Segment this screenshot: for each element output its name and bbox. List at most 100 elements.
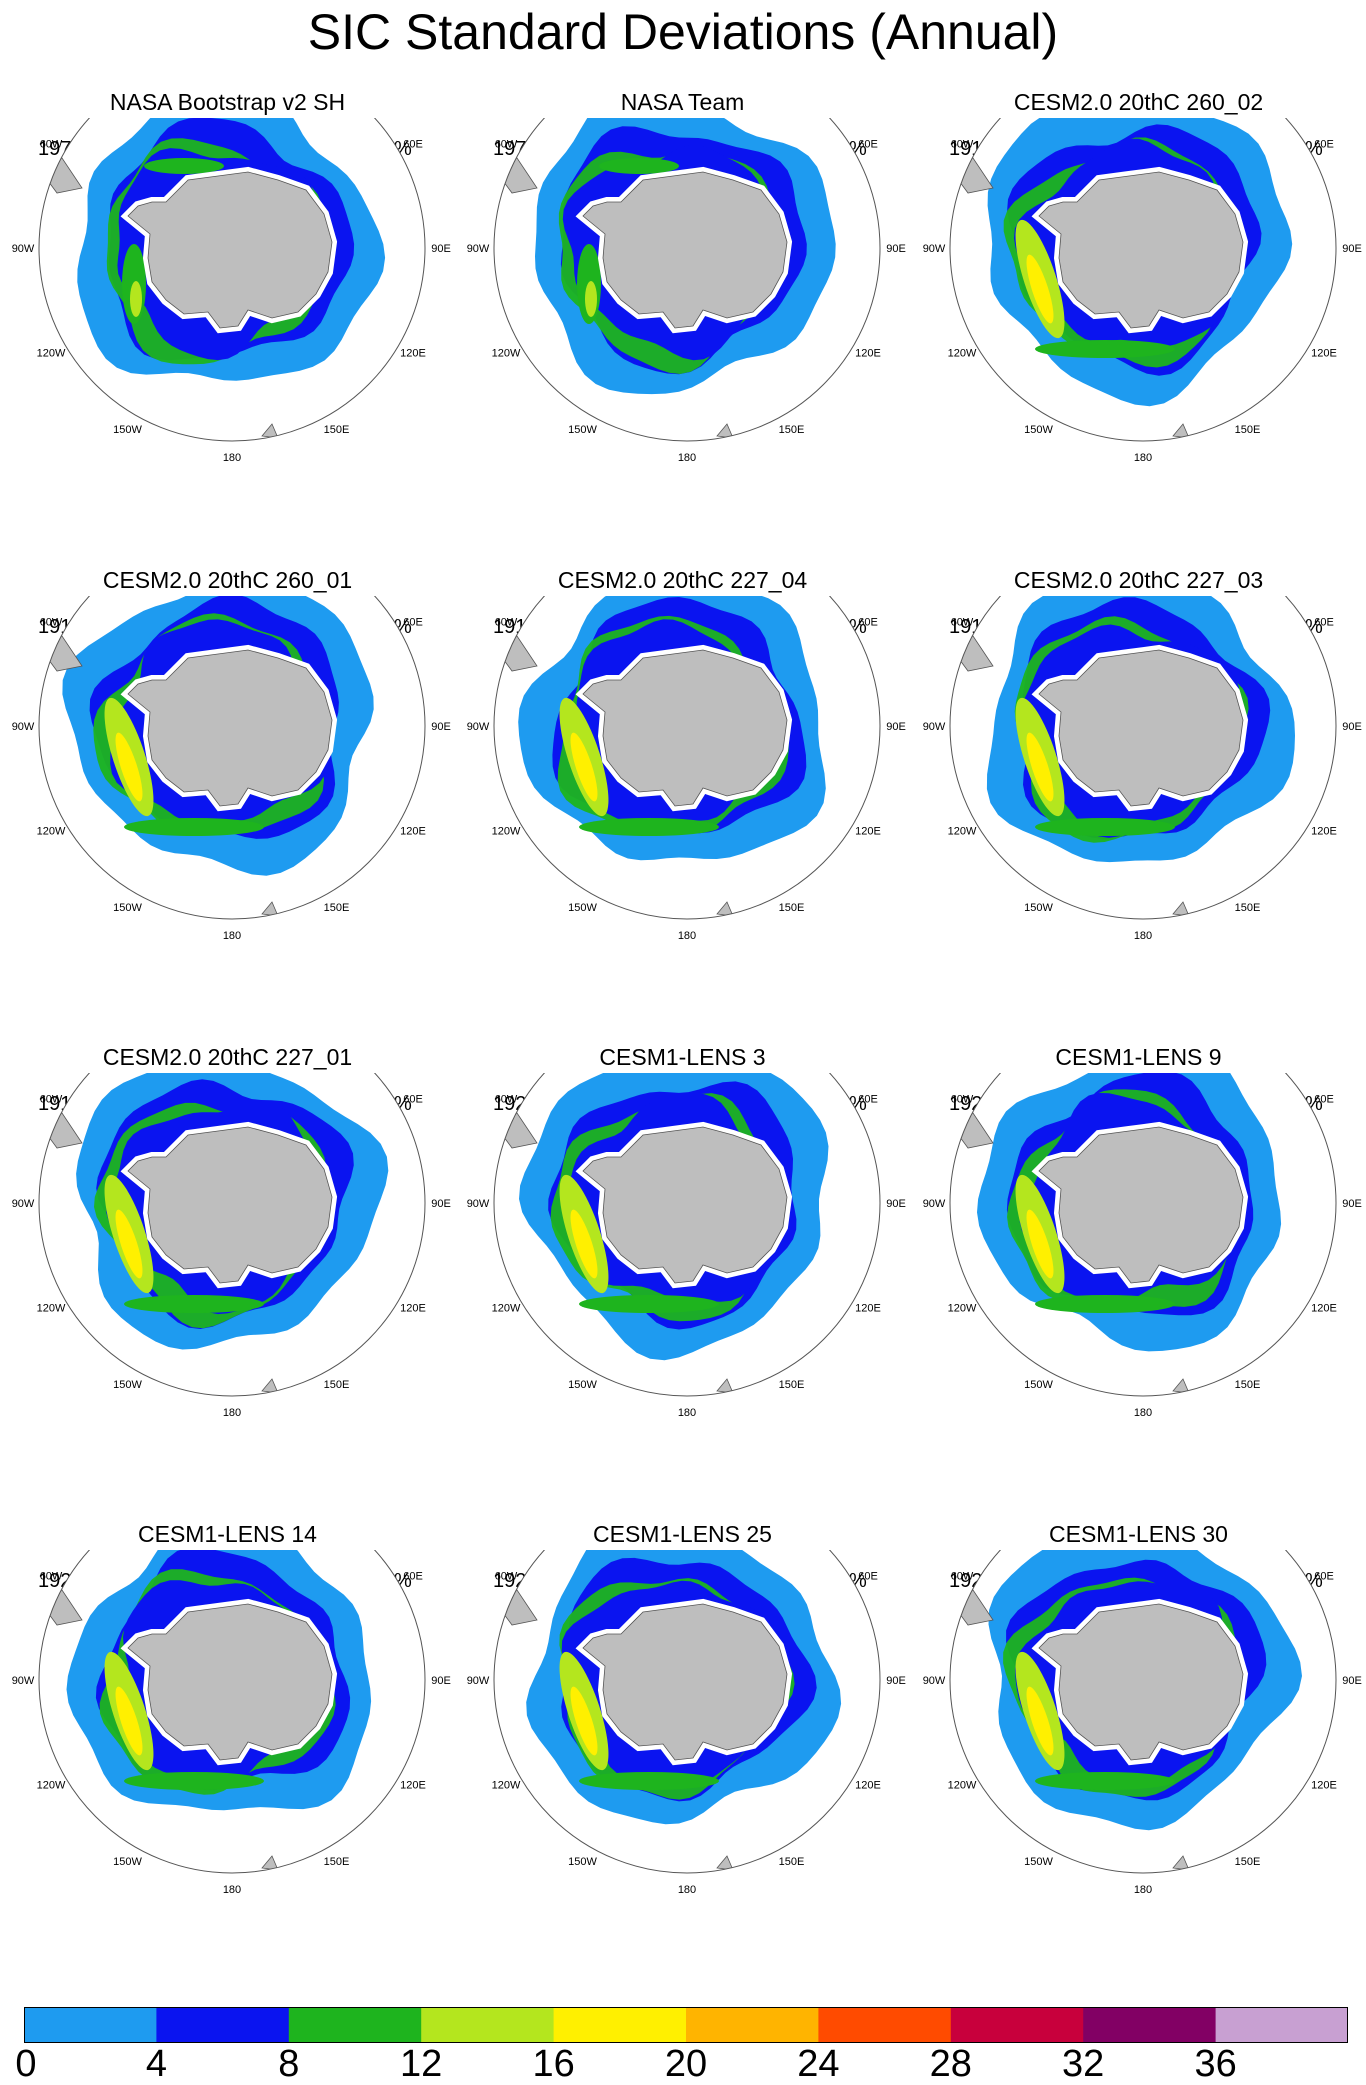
- antarctica-land: [127, 1126, 333, 1284]
- longitude-label: 150E: [1235, 424, 1261, 436]
- colorbar-swatch: [1215, 2007, 1348, 2043]
- panel-title: CESM2.0 20thC 227_04: [557, 567, 808, 593]
- sic-band-16-20: [570, 732, 598, 802]
- map-border: [38, 596, 426, 920]
- panel-title: CESM1-LENS 14: [138, 1521, 317, 1547]
- map-panel: CESM2.0 20thC 260_011919-2005%030E60E90E…: [0, 478, 455, 956]
- longitude-label: 90E: [1342, 721, 1362, 733]
- longitude-label: 90W: [923, 721, 946, 733]
- colorbar-level-label: 0: [15, 2043, 37, 2085]
- sic-band-12-16: [585, 281, 597, 317]
- longitude-label: 120W: [492, 826, 521, 838]
- sic-band-8-12: [124, 1295, 264, 1313]
- longitude-label: 60E: [403, 617, 423, 629]
- longitude-label: 90E: [431, 243, 451, 255]
- longitude-label: 90W: [923, 1675, 946, 1687]
- map-border: [493, 1550, 881, 1874]
- colorbar-swatch: [1083, 2007, 1217, 2043]
- map-panel: CESM1-LENS 91920-2005%030E60E90E120E150E…: [911, 955, 1366, 1433]
- antarctica-land: [1038, 1603, 1244, 1761]
- longitude-label: 60W: [495, 139, 518, 151]
- sic-band-8-12: [1035, 818, 1175, 836]
- longitude-label: 120W: [948, 348, 977, 360]
- antarctica-land: [127, 1603, 333, 1761]
- longitude-label: 90W: [923, 243, 946, 255]
- colorbar-level-label: 20: [664, 2043, 708, 2085]
- polar-map: 030E60E90E120E150E180150W120W90W60W30W: [467, 118, 906, 464]
- longitude-label: 60W: [951, 1094, 974, 1106]
- longitude-label: 60W: [495, 617, 518, 629]
- antarctica-land: [1038, 1126, 1244, 1284]
- longitude-label: 150E: [324, 1856, 350, 1868]
- longitude-label: 180: [223, 1884, 241, 1896]
- map-border: [493, 1073, 881, 1397]
- panel-title: CESM2.0 20thC 260_01: [102, 567, 353, 593]
- longitude-label: 150W: [568, 1379, 597, 1391]
- sic-band-8-12: [1035, 340, 1175, 358]
- longitude-label: 120W: [37, 348, 66, 360]
- map-border: [38, 1550, 426, 1874]
- longitude-label: 90E: [886, 721, 906, 733]
- sic-band-16-20: [115, 1209, 143, 1279]
- sic-band-16-20: [1026, 254, 1054, 324]
- colorbar-labels: 0 4 8 12 16 20 24 28 32 36: [0, 2043, 1366, 2085]
- antarctica-land: [582, 649, 788, 807]
- colorbar-level-label: 36: [1194, 2043, 1237, 2085]
- panel-title: NASA Team: [620, 89, 745, 115]
- polar-map: 030E60E90E120E150E180150W120W90W60W30W: [923, 118, 1362, 464]
- longitude-label: 60W: [40, 1571, 63, 1583]
- map-border: [949, 1073, 1337, 1397]
- longitude-label: 120W: [37, 826, 66, 838]
- colorbar-swatch: [288, 2007, 422, 2043]
- longitude-label: 60W: [951, 139, 974, 151]
- longitude-label: 150W: [568, 1856, 597, 1868]
- polar-map: 030E60E90E120E150E180150W120W90W60W30W: [467, 1550, 906, 1896]
- sic-band-8-12: [144, 158, 224, 174]
- colorbar-level-label: 8: [278, 2043, 300, 2085]
- longitude-label: 90E: [1342, 1198, 1362, 1210]
- longitude-label: 90E: [886, 243, 906, 255]
- antarctica-land: [127, 171, 333, 329]
- colorbar-swatch: [686, 2007, 819, 2043]
- antarctica-land: [582, 171, 788, 329]
- antarctica-land: [582, 1603, 788, 1761]
- polar-map: 030E60E90E120E150E180150W120W90W60W30W: [923, 1550, 1362, 1896]
- antarctica-land: [1038, 649, 1244, 807]
- longitude-label: 120E: [1311, 1303, 1337, 1315]
- map-border: [38, 1073, 426, 1397]
- longitude-label: 90W: [12, 721, 35, 733]
- map-border: [493, 596, 881, 920]
- longitude-label: 120W: [37, 1780, 66, 1792]
- longitude-label: 120E: [1311, 348, 1337, 360]
- map-panel: NASA Bootstrap v2 SH1979-2014%030E60E90E…: [0, 0, 455, 478]
- panel-title: CESM2.0 20thC 227_01: [102, 1044, 353, 1070]
- longitude-label: 180: [1134, 1407, 1152, 1419]
- longitude-label: 150W: [1024, 424, 1053, 436]
- panel-title: CESM2.0 20thC 260_02: [1013, 89, 1264, 115]
- longitude-label: 120W: [948, 1303, 977, 1315]
- longitude-label: 180: [1134, 930, 1152, 942]
- sic-band-16-20: [570, 1209, 598, 1279]
- sic-band-16-20: [1026, 1209, 1054, 1279]
- panel-title: CESM2.0 20thC 227_03: [1013, 567, 1264, 593]
- longitude-label: 90W: [467, 1675, 490, 1687]
- panel-title: NASA Bootstrap v2 SH: [109, 89, 346, 115]
- sic-band-8-12: [579, 1772, 719, 1790]
- polar-map: 030E60E90E120E150E180150W120W90W60W30W: [923, 596, 1362, 942]
- longitude-label: 120E: [1311, 826, 1337, 838]
- map-panel: CESM2.0 20thC 227_011919-2005%030E60E90E…: [0, 955, 455, 1433]
- longitude-label: 60W: [40, 1094, 63, 1106]
- map-panel: CESM2.0 20thC 227_041919-2005%030E60E90E…: [455, 478, 910, 956]
- longitude-label: 150E: [324, 902, 350, 914]
- longitude-label: 90E: [1342, 243, 1362, 255]
- antarctica-land: [582, 1126, 788, 1284]
- longitude-label: 150E: [1235, 902, 1261, 914]
- sic-band-12-16: [130, 281, 142, 317]
- longitude-label: 60E: [403, 1094, 423, 1106]
- antarctica-land: [127, 649, 333, 807]
- longitude-label: 150W: [113, 424, 142, 436]
- longitude-label: 150E: [1235, 1379, 1261, 1391]
- longitude-label: 180: [678, 930, 696, 942]
- map-panel: CESM1-LENS 251920-2005%030E60E90E120E150…: [455, 1432, 910, 1910]
- longitude-label: 150E: [779, 424, 805, 436]
